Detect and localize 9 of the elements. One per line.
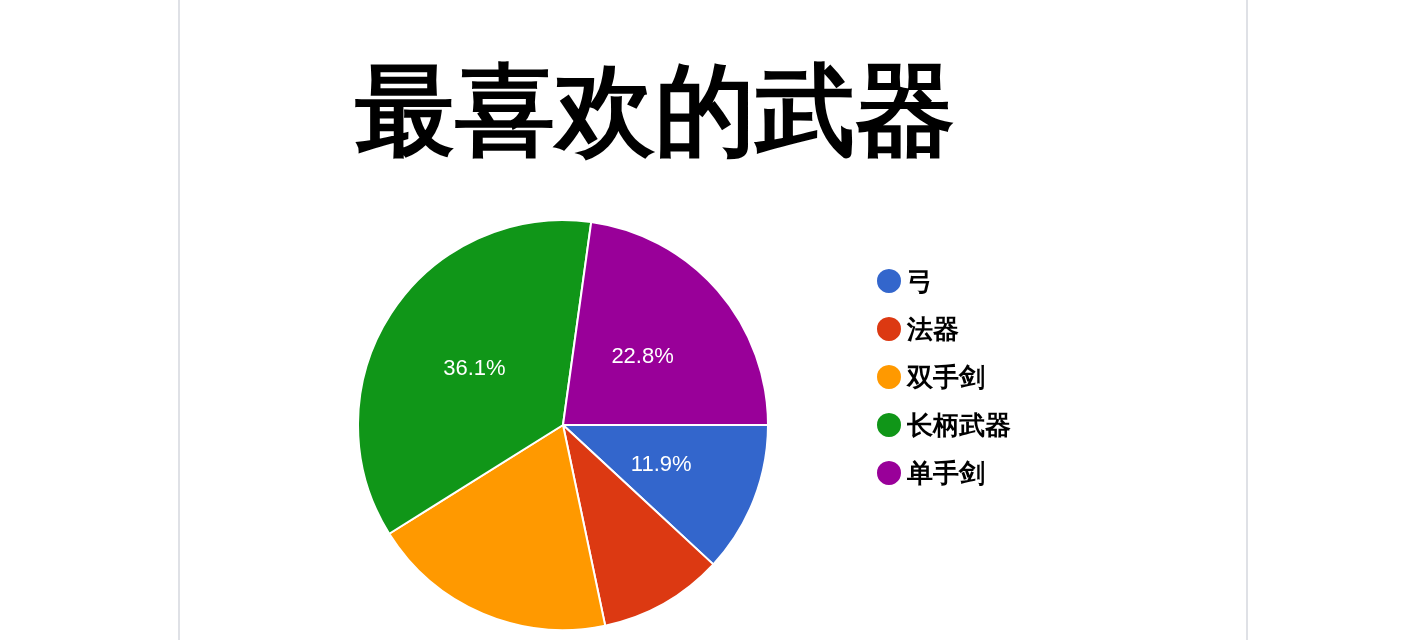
legend-label: 单手剑 [906, 458, 985, 488]
chart-title: 最喜欢的武器 [355, 51, 955, 169]
data-label: 22.8% [611, 343, 674, 369]
data-label: 36.1% [443, 355, 506, 381]
data-label: 11.9% [630, 451, 692, 477]
legend-label: 双手剑 [906, 362, 985, 392]
legend-label: 长柄武器 [906, 410, 1011, 440]
legend-label: 弓 [907, 266, 933, 296]
legend-label: 法器 [906, 314, 959, 344]
